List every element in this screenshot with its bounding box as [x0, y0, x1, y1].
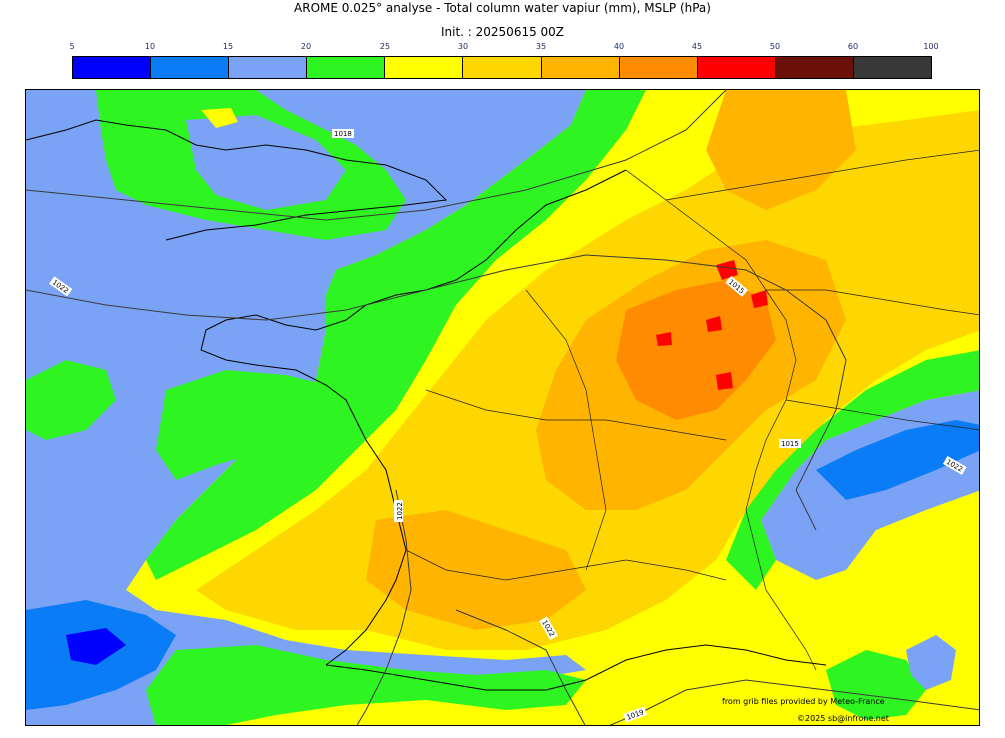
isobar-label-box [539, 616, 558, 641]
borders [405, 149, 979, 671]
colorbar-tick: 45 [691, 42, 703, 51]
weather-map: 1018 1022 1015 1015 1022 1022 1022 1019 [25, 89, 980, 726]
colorbar-tick: 35 [535, 42, 547, 51]
isobars [26, 90, 979, 725]
colorbar-cell [697, 57, 776, 78]
colorbar [72, 56, 932, 79]
tcwv-zone-35-40-northeast [706, 90, 856, 210]
tcwv-zone-20-25-spain [146, 645, 586, 725]
isobar-label-box [332, 129, 354, 138]
isobar-label: 1022 [396, 502, 404, 520]
colorbar-tick: 60 [847, 42, 859, 51]
tcwv-zone-20-25-biscay [26, 360, 116, 440]
colorbar-tick: 20 [300, 42, 312, 51]
colorbar-cell [229, 57, 308, 78]
tcwv-zone-35-40-southwest [366, 510, 586, 630]
copyright-credit: ©2025 sb@infrone.net [797, 714, 889, 723]
tcwv-zone-25-30-england-yellow [201, 108, 238, 128]
tcwv-zone-15-20-corsica [906, 635, 956, 690]
colorbar-tick: 25 [379, 42, 391, 51]
isobar-label-box [725, 275, 748, 297]
tcwv-zone-20-25-channel [156, 370, 346, 480]
colorbar-cell [619, 57, 698, 78]
tcwv-zone-15-20-england-inner [186, 115, 346, 210]
isobar-label-box [623, 706, 648, 723]
init-time: Init. : 20250615 00Z [440, 25, 565, 39]
map-title: AROME 0.025° analyse - Total column wate… [294, 1, 711, 15]
isobar-label-box [394, 500, 403, 522]
colorbar-cell [775, 57, 854, 78]
colorbar-tick: 15 [222, 42, 234, 51]
isobar-label: 1018 [334, 130, 352, 138]
colorbar-tick: 40 [613, 42, 625, 51]
colorbar-cell [463, 57, 542, 78]
colorbar-cell [307, 57, 386, 78]
colorbar-tick: 50 [769, 42, 781, 51]
isobar-label: 1015 [781, 440, 799, 448]
tcwv-zone-20-25-alps-rim [726, 350, 979, 590]
colorbar-tick: 10 [144, 42, 156, 51]
isobar-label-box [779, 439, 801, 448]
tcwv-zone-40-45-hotspot [616, 280, 776, 420]
colorbar-cell [151, 57, 230, 78]
colorbar-tick: 5 [69, 42, 75, 51]
tcwv-zone-45-50-spots [656, 260, 768, 390]
colorbar-cell [853, 57, 932, 78]
tcwv-zone-5-10-spain [66, 628, 126, 665]
tcwv-zone-20-25-southeast [826, 650, 926, 720]
isobar-label-box [942, 456, 967, 475]
colorbar-cell [385, 57, 464, 78]
colorbar-tick: 30 [457, 42, 469, 51]
colorbar-cell [73, 57, 152, 78]
isobar-label-box [49, 276, 73, 297]
colorbar-tick: 100 [923, 42, 939, 51]
colorbar-cell [541, 57, 620, 78]
tcwv-zone-10-15-alps [816, 420, 979, 500]
tcwv-zone-20-25-coast [146, 90, 646, 580]
data-credit: from grib files provided by Meteo-France [722, 697, 885, 706]
map-canvas: 1018 1022 1015 1015 1022 1022 1022 1019 [26, 90, 979, 725]
